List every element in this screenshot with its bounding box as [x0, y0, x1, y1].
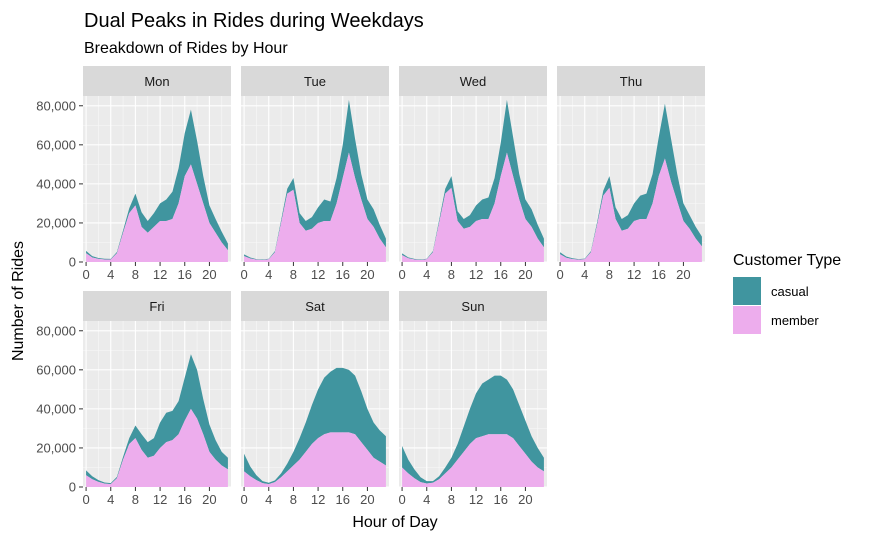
x-tick-label: 12	[153, 267, 167, 282]
area-casual-sun	[402, 375, 544, 484]
x-tick-label: 12	[469, 492, 483, 507]
x-tick-label: 8	[290, 267, 297, 282]
y-tick-label: 40,000	[36, 401, 76, 416]
x-axis-title: Hour of Day	[352, 514, 437, 531]
x-tick-label: 16	[336, 267, 350, 282]
area-casual-tue	[244, 99, 386, 261]
area-casual-mon	[86, 109, 228, 260]
facet-label-sat: Sat	[305, 299, 325, 314]
x-tick-label: 0	[398, 267, 405, 282]
x-tick-label: 12	[469, 267, 483, 282]
x-tick-label: 16	[178, 492, 192, 507]
y-tick-label: 20,000	[36, 440, 76, 455]
facet-label-tue: Tue	[304, 74, 326, 89]
area-casual-sat	[244, 367, 386, 485]
x-tick-label: 4	[107, 492, 114, 507]
legend-swatch-member	[733, 306, 761, 334]
facet-label-thu: Thu	[620, 74, 642, 89]
legend: Customer Type casual member	[733, 252, 841, 334]
area-member-sun	[402, 434, 544, 487]
facet-panels: Mon 0 4 8 12 16 20 0 20,000 40,000 60,000 80,000 Tue…	[36, 66, 705, 507]
area-casual-fri	[86, 354, 228, 485]
area-member-mon	[86, 164, 228, 262]
facet-strip-sun	[399, 291, 547, 321]
x-tick-label: 16	[336, 492, 350, 507]
x-tick-label: 0	[82, 492, 89, 507]
x-tick-label: 20	[676, 267, 690, 282]
facet-strip-tue	[241, 66, 389, 96]
x-tick-label: 4	[423, 492, 430, 507]
area-member-sat	[244, 432, 386, 487]
x-tick-label: 20	[202, 492, 216, 507]
facet-label-fri: Fri	[149, 299, 164, 314]
x-tick-label: 8	[290, 492, 297, 507]
x-tick-label: 12	[627, 267, 641, 282]
facet-label-mon: Mon	[144, 74, 169, 89]
x-tick-label: 0	[240, 492, 247, 507]
area-casual-wed	[402, 99, 544, 261]
x-tick-label: 16	[494, 492, 508, 507]
x-tick-label: 8	[448, 267, 455, 282]
x-tick-label: 4	[265, 267, 272, 282]
facet-label-sun: Sun	[461, 299, 484, 314]
facet-strip-fri	[83, 291, 231, 321]
y-tick-label: 40,000	[36, 176, 76, 191]
x-tick-label: 8	[448, 492, 455, 507]
facet-strip-thu	[557, 66, 705, 96]
legend-label-casual: casual	[771, 284, 809, 299]
x-tick-label: 20	[518, 267, 532, 282]
y-tick-label: 0	[69, 480, 76, 495]
y-tick-label: 80,000	[36, 323, 76, 338]
x-tick-label: 0	[240, 267, 247, 282]
area-member-wed	[402, 152, 544, 262]
area-member-tue	[244, 152, 386, 262]
x-tick-label: 0	[556, 267, 563, 282]
chart-subtitle: Breakdown of Rides by Hour	[84, 40, 288, 57]
facet-strip-sat	[241, 291, 389, 321]
x-tick-label: 4	[423, 267, 430, 282]
x-tick-label: 8	[132, 267, 139, 282]
x-tick-label: 4	[581, 267, 588, 282]
legend-label-member: member	[771, 313, 819, 328]
x-tick-label: 12	[311, 492, 325, 507]
y-tick-label: 60,000	[36, 362, 76, 377]
x-tick-label: 8	[606, 267, 613, 282]
x-tick-label: 8	[132, 492, 139, 507]
x-tick-label: 20	[202, 267, 216, 282]
y-tick-label: 60,000	[36, 137, 76, 152]
x-tick-label: 12	[153, 492, 167, 507]
x-tick-label: 16	[178, 267, 192, 282]
x-tick-label: 16	[652, 267, 666, 282]
x-tick-label: 20	[360, 492, 374, 507]
x-tick-label: 0	[82, 267, 89, 282]
chart-title: Dual Peaks in Rides during Weekdays	[84, 10, 424, 32]
y-tick-label: 80,000	[36, 98, 76, 113]
x-tick-label: 0	[398, 492, 405, 507]
x-tick-label: 12	[311, 267, 325, 282]
area-member-fri	[86, 408, 228, 487]
x-tick-label: 4	[107, 267, 114, 282]
area-member-thu	[560, 158, 702, 262]
x-tick-label: 4	[265, 492, 272, 507]
legend-title: Customer Type	[733, 252, 841, 269]
facet-strip-mon	[83, 66, 231, 96]
x-tick-label: 20	[360, 267, 374, 282]
x-tick-label: 20	[518, 492, 532, 507]
y-tick-label: 0	[69, 255, 76, 270]
facet-strip-wed	[399, 66, 547, 96]
area-casual-thu	[560, 103, 702, 260]
y-axis-title: Number of Rides	[10, 241, 27, 361]
x-tick-label: 16	[494, 267, 508, 282]
legend-swatch-casual	[733, 277, 761, 305]
facet-label-wed: Wed	[460, 74, 487, 89]
y-tick-label: 20,000	[36, 215, 76, 230]
